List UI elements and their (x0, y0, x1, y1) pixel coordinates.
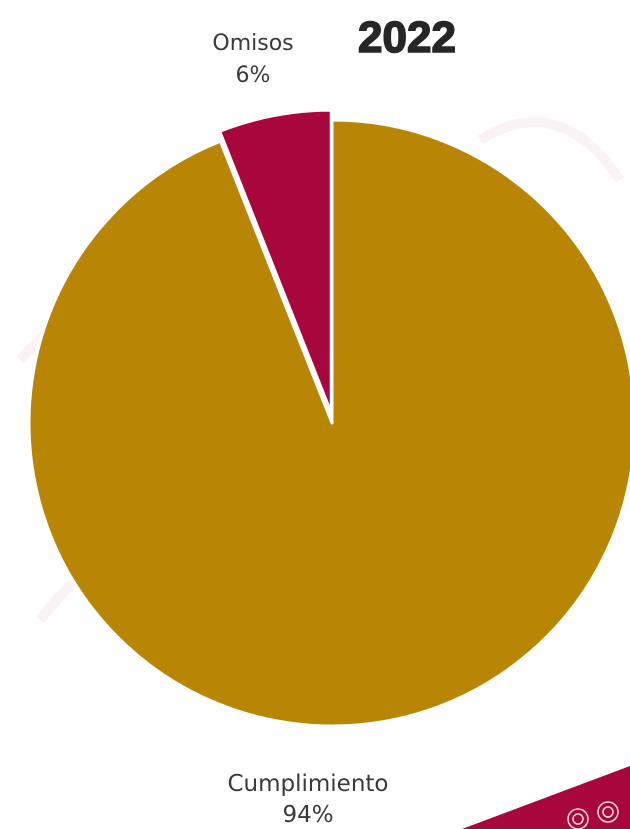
slice-label-omisos: Omisos (212, 31, 293, 56)
pie-slice-omisos (218, 108, 333, 415)
slice-value-cumplimiento: 94% (282, 802, 333, 828)
rosette-icon (567, 801, 619, 829)
corner-decoration (462, 766, 630, 829)
pie-slices (27, 108, 630, 728)
corner-band (462, 766, 630, 829)
pie-slice-cumplimiento (27, 118, 630, 728)
chart-title: 2022 (358, 13, 456, 62)
slice-value-omisos: 6% (236, 63, 271, 88)
slice-label-cumplimiento: Cumplimiento (227, 771, 388, 797)
